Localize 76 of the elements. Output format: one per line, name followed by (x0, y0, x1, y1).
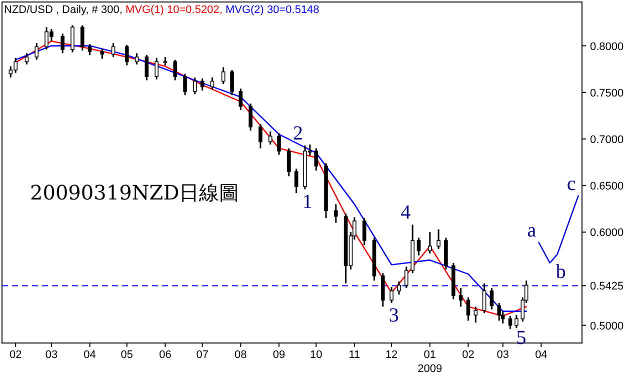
x-tick-label: 04 (535, 349, 548, 361)
candlestick (416, 236, 421, 256)
y-tick-label: 0.7500 (590, 87, 624, 100)
candlestick (287, 148, 291, 177)
x-tick-label: 07 (196, 349, 208, 361)
candlestick (497, 302, 502, 322)
candlestick (474, 306, 478, 324)
candlestick (458, 287, 463, 308)
candlestick (60, 32, 64, 54)
candlestick (508, 315, 512, 330)
candlestick (221, 66, 226, 85)
candlestick (134, 52, 139, 66)
x-axis-title: 2009 (418, 363, 442, 375)
candlestick (514, 314, 518, 329)
candlestick (154, 57, 158, 80)
candlestick (34, 42, 39, 61)
y-tick-label: 0.6000 (590, 227, 624, 240)
candlestick (490, 287, 494, 310)
x-tick-label: 02 (462, 349, 474, 361)
x-tick-label: 12 (385, 349, 398, 361)
candlestick (482, 282, 486, 314)
candlestick (466, 296, 470, 322)
candlestick (314, 148, 318, 172)
candlestick (183, 72, 187, 96)
candlestick (277, 132, 281, 156)
x-tick-label: 01 (424, 349, 436, 361)
candlestick (404, 266, 408, 289)
y-tick-label: 0.7000 (590, 134, 624, 146)
chart-title: NZD/USD , Daily, # 300, (4, 4, 126, 16)
candlestick (334, 203, 338, 224)
annotation: 1 (302, 190, 312, 213)
text: MVG(2) 30=0.5148 (225, 4, 320, 16)
candlestick (70, 24, 74, 54)
y-tick-label: 0.5000 (590, 320, 624, 332)
annotation: 4 (400, 202, 411, 224)
candlestick (173, 59, 178, 82)
annotation: 20090319NZD日線圖 (30, 180, 240, 205)
candlestick (390, 286, 394, 304)
candlestick (238, 88, 243, 111)
x-tick-label: 03 (45, 349, 58, 361)
x-tick-label: 10 (310, 349, 322, 361)
y-tick-label: 0.6500 (590, 180, 624, 193)
candlestick (268, 130, 272, 146)
annotation: c (566, 172, 576, 195)
candlestick (111, 42, 116, 58)
x-tick-label: 03 (496, 349, 509, 361)
x-tick-label: 05 (120, 349, 134, 361)
annotation: a (527, 219, 536, 242)
candlestick (397, 280, 401, 296)
candlestick (436, 228, 440, 250)
candlestick (88, 43, 92, 56)
candlestick (428, 231, 432, 254)
x-tick-label: 08 (234, 349, 247, 361)
candlestick (193, 76, 197, 95)
candlestick (125, 44, 129, 66)
x-tick-label: 11 (348, 349, 360, 361)
candlestick (230, 69, 234, 96)
y-tick-label: 0.8000 (590, 40, 624, 53)
text: MVG(1) 10=0.5202, (125, 4, 222, 16)
annotation: b (556, 260, 566, 283)
candlestick (24, 52, 29, 66)
x-tick-label: 06 (159, 349, 172, 361)
candlestick (248, 102, 252, 132)
ref-line-label: 0.5425 (590, 280, 624, 293)
candlestick (258, 123, 262, 150)
candlestick (80, 24, 84, 52)
annotation: 3 (388, 304, 399, 327)
line-series (538, 195, 579, 264)
x-tick-label: 04 (84, 349, 96, 361)
annotation: 2 (292, 122, 303, 144)
candlestick (362, 217, 366, 246)
x-tick-label: 02 (9, 349, 22, 361)
x-tick-label: 09 (272, 349, 286, 361)
candlestick (100, 48, 104, 60)
candlestick (294, 168, 298, 194)
candlestick (144, 54, 149, 82)
